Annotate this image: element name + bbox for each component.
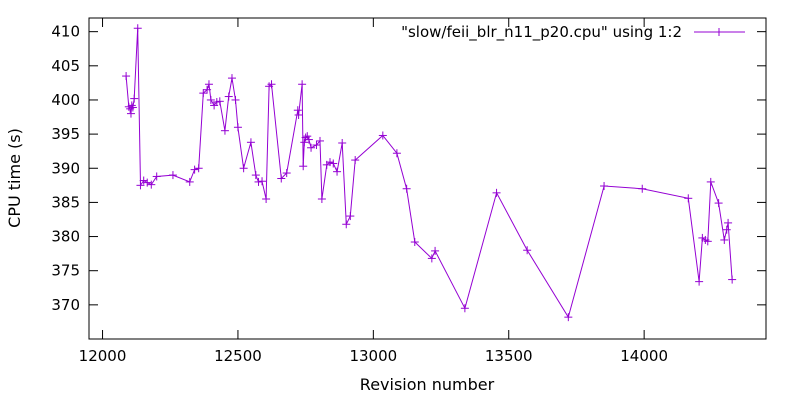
data-point	[523, 246, 532, 255]
data-point	[299, 162, 308, 171]
data-point	[312, 141, 321, 150]
x-axis-label: Revision number	[360, 375, 495, 394]
data-point	[224, 92, 233, 101]
data-point	[136, 181, 145, 190]
plot-frame	[88, 17, 767, 340]
data-point	[258, 177, 267, 186]
data-point	[728, 275, 737, 284]
data-point	[301, 133, 310, 142]
y-tick-label: 410	[51, 23, 80, 41]
data-point	[220, 126, 229, 135]
data-point	[139, 176, 148, 185]
data-point	[152, 172, 161, 181]
data-point	[133, 24, 142, 33]
data-point	[378, 131, 387, 140]
data-point	[724, 218, 733, 227]
data-point	[277, 174, 286, 183]
data-point	[333, 167, 342, 176]
y-tick-label: 375	[51, 262, 80, 280]
data-point	[307, 143, 316, 152]
data-point	[492, 188, 501, 197]
data-point	[431, 246, 440, 255]
data-point	[190, 165, 199, 174]
data-point	[351, 156, 360, 165]
data-point	[126, 109, 135, 118]
data-point	[300, 138, 309, 147]
data-point	[722, 225, 731, 234]
data-point	[342, 220, 351, 229]
data-point	[303, 132, 312, 141]
data-point	[317, 194, 326, 203]
data-point	[203, 85, 212, 94]
y-axis-label: CPU time (s)	[5, 128, 24, 228]
data-point	[267, 80, 276, 89]
data-point	[460, 304, 469, 313]
data-point	[147, 180, 156, 189]
data-point	[600, 182, 609, 191]
data-point	[410, 238, 419, 247]
data-point	[246, 138, 255, 147]
data-point	[206, 95, 215, 104]
series-line	[125, 28, 733, 319]
data-point	[254, 177, 263, 186]
data-point	[329, 159, 338, 168]
data-point	[282, 169, 291, 178]
x-tick-label: 13500	[485, 347, 533, 365]
data-point	[215, 97, 224, 106]
data-point	[346, 212, 355, 221]
x-tick-label: 14000	[620, 347, 668, 365]
axes	[88, 17, 767, 340]
data-point	[695, 277, 704, 286]
data-point	[326, 158, 335, 167]
y-tick-label: 405	[51, 57, 80, 75]
data-point	[706, 177, 715, 186]
data-point	[294, 110, 303, 119]
y-tick-label: 390	[51, 159, 80, 177]
data-point	[128, 103, 137, 112]
data-point	[684, 194, 693, 203]
data-point	[402, 184, 411, 193]
data-point	[204, 80, 213, 89]
data-point	[298, 80, 307, 89]
data-point	[315, 136, 324, 145]
y-tick-label: 380	[51, 228, 80, 246]
data-point	[703, 237, 712, 246]
data-point	[638, 184, 647, 193]
y-tick-label: 395	[51, 125, 80, 143]
data-point	[338, 138, 347, 147]
data-point	[122, 72, 131, 81]
data-point	[239, 164, 248, 173]
data-point	[130, 94, 139, 103]
data-point	[251, 171, 260, 180]
y-tick-label: 400	[51, 91, 80, 109]
data-point	[168, 171, 177, 180]
data-point	[194, 164, 203, 173]
data-point	[293, 106, 302, 115]
y-tick-label: 385	[51, 193, 80, 211]
data-point	[714, 199, 723, 208]
data-point	[199, 89, 208, 98]
y-tick-label: 370	[51, 296, 80, 314]
data-point	[564, 313, 573, 322]
x-tick-label: 12000	[79, 347, 127, 365]
data-point	[233, 123, 242, 132]
x-tick-label: 12500	[214, 347, 262, 365]
data-point	[231, 95, 240, 104]
data-point	[262, 194, 271, 203]
data-point	[720, 235, 729, 244]
x-tick-label: 13000	[349, 347, 397, 365]
data-point	[143, 178, 152, 187]
data-point	[392, 149, 401, 158]
data-series	[122, 24, 737, 322]
data-point	[304, 135, 313, 144]
data-point	[227, 74, 236, 83]
data-point	[427, 254, 436, 263]
data-point	[127, 101, 136, 110]
data-point	[185, 177, 194, 186]
axis-ticks: 12000 12500 13000 13500 14000 370 375 380 385 390…	[51, 18, 766, 365]
legend: "slow/feii_blr_n11_p20.cpu" using 1:2	[401, 23, 745, 42]
legend-label: "slow/feii_blr_n11_p20.cpu" using 1:2	[401, 23, 682, 42]
